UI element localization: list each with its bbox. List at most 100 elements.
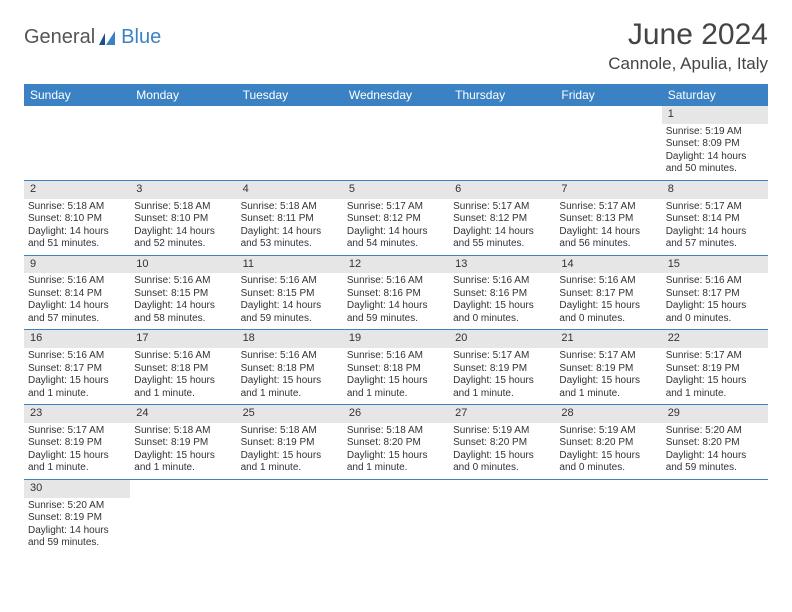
calendar-cell: 15Sunrise: 5:16 AMSunset: 8:17 PMDayligh… [662,255,768,330]
day-number: 26 [343,405,449,423]
calendar-cell: 21Sunrise: 5:17 AMSunset: 8:19 PMDayligh… [555,330,661,405]
calendar-cell: 2Sunrise: 5:18 AMSunset: 8:10 PMDaylight… [24,180,130,255]
sunrise-text: Sunrise: 5:16 AM [241,350,339,363]
sunrise-text: Sunrise: 5:19 AM [559,425,657,438]
daylight-text: Daylight: 15 hours and 1 minute. [347,375,445,400]
day-header: Saturday [662,84,768,106]
sunset-text: Sunset: 8:14 PM [28,288,126,301]
sunset-text: Sunset: 8:19 PM [28,437,126,450]
sunrise-text: Sunrise: 5:16 AM [28,350,126,363]
day-number: 7 [555,181,661,199]
day-header: Wednesday [343,84,449,106]
daylight-text: Daylight: 14 hours and 50 minutes. [666,151,764,176]
day-header-row: Sunday Monday Tuesday Wednesday Thursday… [24,84,768,106]
sunset-text: Sunset: 8:11 PM [241,213,339,226]
day-number: 25 [237,405,343,423]
sunset-text: Sunset: 8:20 PM [666,437,764,450]
calendar-cell [343,479,449,553]
sunrise-text: Sunrise: 5:17 AM [453,201,551,214]
sunrise-text: Sunrise: 5:16 AM [134,350,232,363]
sunset-text: Sunset: 8:15 PM [241,288,339,301]
sunrise-text: Sunrise: 5:16 AM [241,275,339,288]
daylight-text: Daylight: 15 hours and 1 minute. [134,450,232,475]
sunrise-text: Sunrise: 5:20 AM [28,500,126,513]
sunset-text: Sunset: 8:19 PM [559,363,657,376]
sunset-text: Sunset: 8:17 PM [666,288,764,301]
daylight-text: Daylight: 14 hours and 59 minutes. [28,525,126,550]
calendar-row: 30Sunrise: 5:20 AMSunset: 8:19 PMDayligh… [24,479,768,553]
calendar-cell: 20Sunrise: 5:17 AMSunset: 8:19 PMDayligh… [449,330,555,405]
day-header: Tuesday [237,84,343,106]
calendar-cell: 18Sunrise: 5:16 AMSunset: 8:18 PMDayligh… [237,330,343,405]
sunrise-text: Sunrise: 5:18 AM [134,201,232,214]
sunrise-text: Sunrise: 5:17 AM [453,350,551,363]
sunrise-text: Sunrise: 5:16 AM [134,275,232,288]
sunset-text: Sunset: 8:10 PM [134,213,232,226]
sunset-text: Sunset: 8:19 PM [666,363,764,376]
daylight-text: Daylight: 14 hours and 51 minutes. [28,226,126,251]
calendar-cell: 30Sunrise: 5:20 AMSunset: 8:19 PMDayligh… [24,479,130,553]
day-number: 23 [24,405,130,423]
day-number: 24 [130,405,236,423]
sunrise-text: Sunrise: 5:16 AM [453,275,551,288]
sunset-text: Sunset: 8:18 PM [134,363,232,376]
sunset-text: Sunset: 8:16 PM [347,288,445,301]
day-header: Monday [130,84,236,106]
day-number: 20 [449,330,555,348]
daylight-text: Daylight: 14 hours and 59 minutes. [666,450,764,475]
month-title: June 2024 [608,18,768,52]
daylight-text: Daylight: 15 hours and 0 minutes. [559,300,657,325]
calendar-row: 1Sunrise: 5:19 AMSunset: 8:09 PMDaylight… [24,106,768,180]
sunset-text: Sunset: 8:20 PM [347,437,445,450]
sunset-text: Sunset: 8:20 PM [559,437,657,450]
sunrise-text: Sunrise: 5:18 AM [241,201,339,214]
daylight-text: Daylight: 15 hours and 1 minute. [559,375,657,400]
calendar-cell: 8Sunrise: 5:17 AMSunset: 8:14 PMDaylight… [662,180,768,255]
day-number: 12 [343,256,449,274]
calendar-row: 9Sunrise: 5:16 AMSunset: 8:14 PMDaylight… [24,255,768,330]
calendar-cell [237,479,343,553]
sunrise-text: Sunrise: 5:18 AM [347,425,445,438]
sunset-text: Sunset: 8:20 PM [453,437,551,450]
sunset-text: Sunset: 8:19 PM [241,437,339,450]
calendar-cell [24,106,130,180]
day-header: Sunday [24,84,130,106]
daylight-text: Daylight: 15 hours and 1 minute. [241,375,339,400]
day-number: 17 [130,330,236,348]
day-number: 21 [555,330,661,348]
header: General Blue June 2024 Cannole, Apulia, … [24,18,768,74]
sunset-text: Sunset: 8:09 PM [666,138,764,151]
daylight-text: Daylight: 15 hours and 0 minutes. [559,450,657,475]
sunrise-text: Sunrise: 5:16 AM [347,350,445,363]
sunrise-text: Sunrise: 5:19 AM [666,126,764,139]
daylight-text: Daylight: 14 hours and 55 minutes. [453,226,551,251]
title-area: June 2024 Cannole, Apulia, Italy [608,18,768,74]
sunset-text: Sunset: 8:13 PM [559,213,657,226]
location: Cannole, Apulia, Italy [608,54,768,74]
calendar-cell: 24 Sunrise: 5:18 AMSunset: 8:19 PMDayligh… [130,405,236,480]
logo-text-blue: Blue [121,26,161,49]
sunrise-text: Sunrise: 5:18 AM [134,425,232,438]
sunrise-text: Sunrise: 5:16 AM [28,275,126,288]
sunrise-text: Sunrise: 5:16 AM [347,275,445,288]
sunset-text: Sunset: 8:14 PM [666,213,764,226]
day-number: 15 [662,256,768,274]
sunrise-text: Sunrise: 5:18 AM [241,425,339,438]
sunset-text: Sunset: 8:19 PM [134,437,232,450]
daylight-text: Daylight: 14 hours and 56 minutes. [559,226,657,251]
calendar-cell: 23Sunrise: 5:17 AMSunset: 8:19 PMDayligh… [24,405,130,480]
calendar-cell [237,106,343,180]
daylight-text: Daylight: 15 hours and 1 minute. [347,450,445,475]
calendar-cell: 4Sunrise: 5:18 AMSunset: 8:11 PMDaylight… [237,180,343,255]
sunrise-text: Sunrise: 5:16 AM [666,275,764,288]
daylight-text: Daylight: 15 hours and 0 minutes. [666,300,764,325]
day-number: 11 [237,256,343,274]
day-number: 19 [343,330,449,348]
calendar-cell: 6Sunrise: 5:17 AMSunset: 8:12 PMDaylight… [449,180,555,255]
daylight-text: Daylight: 14 hours and 53 minutes. [241,226,339,251]
day-number: 28 [555,405,661,423]
daylight-text: Daylight: 14 hours and 57 minutes. [666,226,764,251]
day-number: 5 [343,181,449,199]
calendar-cell: 1Sunrise: 5:19 AMSunset: 8:09 PMDaylight… [662,106,768,180]
day-number: 6 [449,181,555,199]
